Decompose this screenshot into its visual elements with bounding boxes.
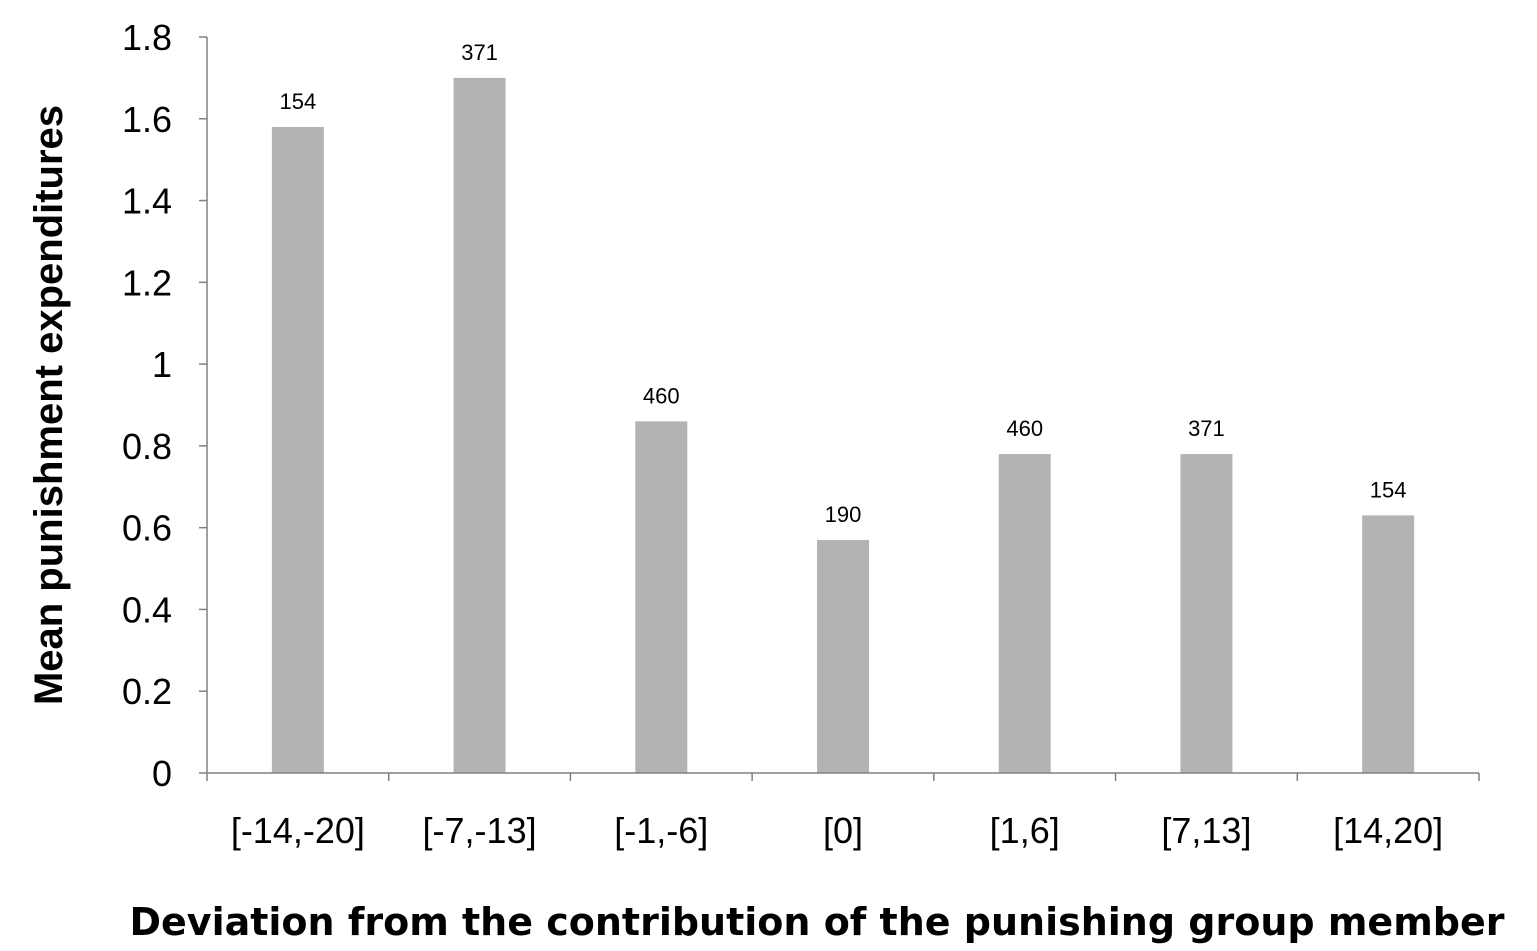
bar-data-label: 371 [1188, 416, 1225, 441]
x-axis: [-14,-20] [-7,-13] [-1,-6] [0] [1,6] [7,13] [1… [206, 772, 1480, 851]
y-tick-label: 0.6 [122, 508, 172, 549]
y-tick-label: 1.6 [122, 99, 172, 140]
bar [998, 454, 1051, 773]
bar-data-label: 460 [1006, 416, 1043, 441]
y-tick-label: 1 [152, 344, 172, 385]
y-tick-label: 1.4 [122, 181, 172, 222]
y-tick-label: 0 [152, 753, 172, 794]
bar [1362, 515, 1415, 773]
bar-data-label: 371 [461, 40, 498, 65]
y-axis: 0 0.2 0.4 0.6 0.8 1 1.2 1.4 1.6 1.8 [122, 17, 208, 794]
bar [1180, 454, 1233, 773]
x-category-label: [1,6] [990, 810, 1060, 851]
bars-group [271, 77, 1415, 773]
x-category-label: [0] [823, 810, 863, 851]
x-category-label: [14,20] [1333, 810, 1443, 851]
y-tick-label: 1.2 [122, 262, 172, 303]
y-tick-label: 0.2 [122, 671, 172, 712]
bar [635, 421, 688, 773]
x-axis-title: Deviation from the contribution of the p… [129, 900, 1504, 944]
bar-data-label: 460 [643, 383, 680, 408]
data-labels-group: 154 371 460 190 460 371 154 [279, 40, 1406, 527]
y-tick-label: 0.4 [122, 589, 172, 630]
y-tick-label: 0.8 [122, 426, 172, 467]
bar-data-label: 154 [279, 89, 316, 114]
bar-data-label: 154 [1370, 477, 1407, 502]
y-axis-title: Mean punishment expenditures [27, 105, 71, 705]
x-category-label: [7,13] [1161, 810, 1251, 851]
x-category-label: [-14,-20] [231, 810, 365, 851]
y-tick-label: 1.8 [122, 17, 172, 58]
bar [271, 126, 324, 773]
bar-data-label: 190 [825, 502, 862, 527]
x-category-label: [-1,-6] [614, 810, 708, 851]
bar [817, 539, 869, 773]
bar [453, 77, 506, 773]
x-category-label: [-7,-13] [423, 810, 537, 851]
